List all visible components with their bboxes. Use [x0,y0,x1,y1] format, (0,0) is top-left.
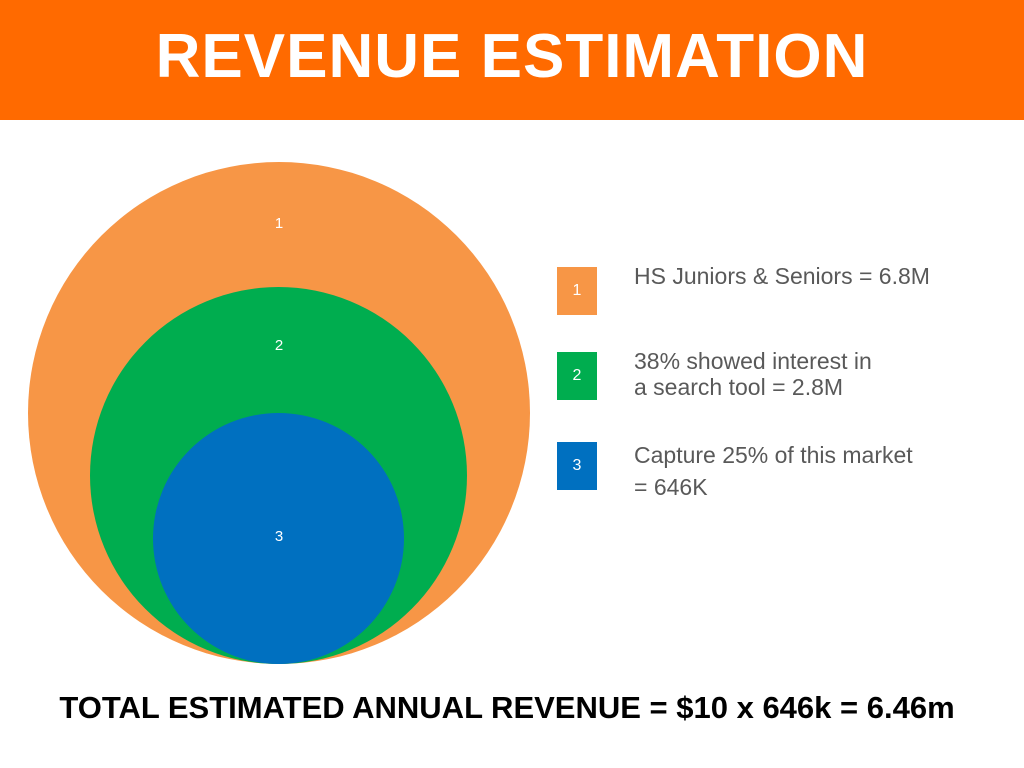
circle-label-1: 1 [274,215,284,232]
legend-swatch-2: 2 [557,352,597,400]
total-revenue-statement: TOTAL ESTIMATED ANNUAL REVENUE = $10 x 6… [59,690,955,725]
circle-label-2: 2 [274,337,284,354]
circle-label-3: 3 [274,528,284,545]
legend-swatch-3: 3 [557,442,597,490]
legend-text-2-line-1: 38% showed interest in [634,348,872,374]
legend-text-2: 38% showed interest in a search tool = 2… [634,348,994,400]
legend-text-2-line-2: a search tool = 2.8M [634,374,844,400]
circle-level-3 [153,413,404,664]
legend-swatch-1: 1 [557,267,597,315]
nested-circles-diagram: 1 2 3 [0,120,560,680]
legend-text-1: HS Juniors & Seniors = 6.8M [634,263,994,289]
legend-text-3-line-1: Capture 25% of this market [634,442,913,468]
title-banner: REVENUE ESTIMATION [0,0,1024,120]
legend-text-3: Capture 25% of this market = 646K [634,439,994,503]
legend-text-3-line-2: = 646K [634,474,708,500]
page-title: REVENUE ESTIMATION [155,21,869,91]
legend-text-1-line: HS Juniors & Seniors = 6.8M [634,263,930,289]
